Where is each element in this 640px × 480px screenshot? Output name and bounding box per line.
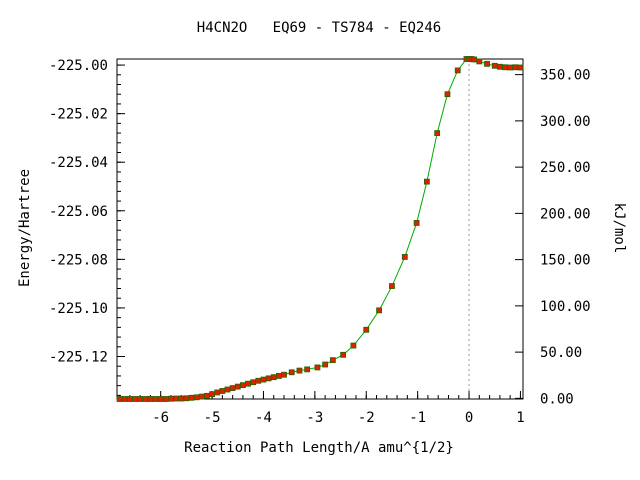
data-point bbox=[484, 60, 490, 67]
data-point bbox=[314, 364, 321, 371]
data-point bbox=[304, 366, 311, 373]
x-tick-label: -5 bbox=[204, 410, 221, 426]
x-tick-label: -3 bbox=[306, 410, 323, 426]
data-point bbox=[507, 64, 514, 71]
data-point bbox=[116, 396, 123, 402]
data-point bbox=[401, 254, 408, 260]
data-point bbox=[260, 376, 267, 383]
data-point bbox=[240, 382, 246, 389]
data-point bbox=[454, 67, 461, 74]
data-point bbox=[322, 361, 329, 368]
data-point bbox=[224, 386, 231, 393]
y-axis-label: Energy/Hartree bbox=[17, 169, 33, 287]
y2-tick-label: 300.00 bbox=[540, 114, 591, 130]
x-tick-label: -6 bbox=[152, 410, 169, 426]
data-point bbox=[214, 389, 221, 396]
data-point bbox=[376, 307, 383, 314]
y-tick-label: -225.00 bbox=[49, 58, 108, 74]
data-point bbox=[496, 63, 503, 70]
data-point bbox=[512, 64, 519, 71]
data-point bbox=[157, 396, 164, 402]
data-point bbox=[413, 220, 420, 226]
data-point bbox=[132, 396, 138, 402]
data-point bbox=[255, 377, 262, 384]
x-tick-label: -2 bbox=[358, 410, 375, 426]
data-point bbox=[229, 385, 236, 391]
data-point bbox=[183, 395, 190, 402]
y-tick-label: -225.02 bbox=[49, 107, 108, 123]
data-point bbox=[188, 394, 195, 401]
data-point bbox=[219, 388, 226, 394]
y2-tick-label: 200.00 bbox=[540, 206, 591, 222]
data-point bbox=[178, 395, 185, 402]
plot-frame bbox=[116, 58, 524, 400]
data-point bbox=[288, 369, 295, 376]
y2-tick-label: 0.00 bbox=[540, 391, 574, 407]
data-point bbox=[476, 58, 483, 65]
y-tick-label: -225.08 bbox=[49, 252, 108, 268]
data-point bbox=[434, 130, 441, 136]
data-point bbox=[471, 56, 478, 63]
data-point bbox=[168, 395, 174, 402]
y2-tick-label: 250.00 bbox=[540, 160, 591, 176]
data-point bbox=[173, 395, 180, 402]
data-point bbox=[389, 283, 395, 289]
y-tick-label: -225.04 bbox=[49, 155, 108, 171]
chart-title: H4CN2O EQ69 - TS784 - EQ246 bbox=[197, 20, 441, 36]
data-point bbox=[137, 396, 144, 402]
data-point bbox=[204, 392, 210, 399]
x-tick-label: -4 bbox=[255, 410, 272, 426]
data-point bbox=[296, 367, 303, 374]
data-point bbox=[491, 62, 498, 69]
data-point bbox=[340, 351, 347, 358]
data-point bbox=[162, 396, 169, 402]
y-tick-label: -225.10 bbox=[49, 301, 108, 317]
data-point bbox=[234, 383, 241, 390]
data-point bbox=[152, 396, 159, 402]
data-point bbox=[329, 357, 336, 364]
data-point bbox=[350, 342, 357, 349]
data-point bbox=[245, 380, 251, 387]
series-line bbox=[119, 58, 521, 400]
data-point bbox=[147, 396, 154, 402]
data-point bbox=[423, 178, 430, 185]
data-point bbox=[209, 391, 215, 398]
data-point bbox=[517, 64, 524, 71]
data-point bbox=[142, 396, 149, 402]
x-tick-label: 1 bbox=[516, 410, 524, 426]
x-axis-label: Reaction Path Length/A amu^{1/2} bbox=[184, 440, 454, 456]
data-point bbox=[121, 396, 128, 402]
data-point bbox=[502, 64, 508, 71]
data-point bbox=[270, 374, 277, 381]
data-point bbox=[265, 375, 272, 382]
data-point bbox=[444, 91, 451, 98]
y2-tick-label: 350.00 bbox=[540, 68, 591, 84]
y-tick-label: -225.12 bbox=[49, 350, 108, 366]
data-point bbox=[281, 371, 287, 378]
data-point bbox=[250, 379, 257, 386]
data-point bbox=[126, 396, 133, 402]
y-tick-label: -225.06 bbox=[49, 204, 108, 220]
data-point bbox=[275, 373, 282, 379]
x-tick-label: 0 bbox=[465, 410, 473, 426]
y2-axis-label: kJ/mol bbox=[611, 203, 627, 254]
x-tick-label: -1 bbox=[409, 410, 426, 426]
y2-tick-label: 50.00 bbox=[540, 345, 582, 361]
y2-tick-label: 150.00 bbox=[540, 253, 591, 269]
data-point bbox=[193, 394, 200, 401]
y2-tick-label: 100.00 bbox=[540, 299, 591, 315]
data-point bbox=[363, 326, 370, 333]
data-point bbox=[198, 393, 205, 400]
